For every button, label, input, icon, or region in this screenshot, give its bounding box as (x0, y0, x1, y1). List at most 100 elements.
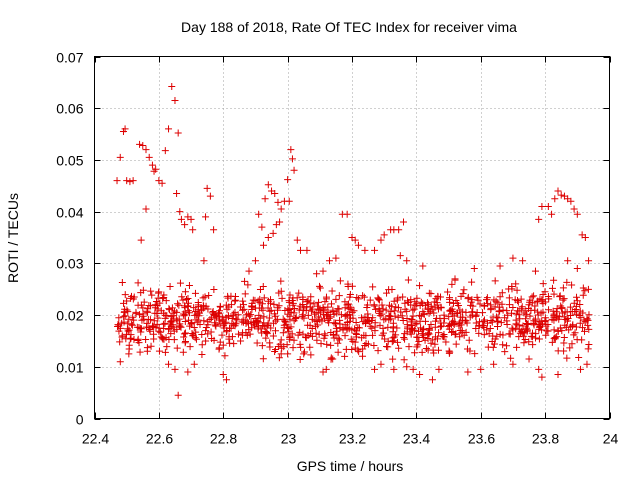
data-point (463, 345, 471, 353)
data-point (184, 302, 192, 310)
data-point (525, 355, 533, 363)
data-point (163, 343, 171, 351)
data-point (318, 317, 326, 325)
data-point (488, 318, 496, 326)
data-point (548, 338, 556, 346)
data-point (551, 195, 559, 203)
data-point (290, 166, 298, 174)
data-point (289, 299, 297, 307)
data-point (244, 281, 252, 289)
data-point (360, 293, 368, 301)
data-point (294, 331, 302, 339)
data-point (445, 349, 453, 357)
data-point (210, 310, 218, 318)
data-point (345, 325, 353, 333)
data-point (341, 352, 349, 360)
data-point (295, 306, 303, 314)
data-point (471, 350, 479, 358)
data-point (114, 323, 122, 331)
data-point (486, 325, 494, 333)
data-point (418, 330, 426, 338)
data-point (304, 321, 312, 329)
data-point (147, 287, 155, 295)
data-point (142, 335, 150, 343)
data-point (359, 292, 367, 300)
y-tick-label: 0.04 (56, 205, 83, 221)
y-tick-label: 0 (76, 412, 84, 428)
data-point (420, 325, 428, 333)
data-point (127, 294, 135, 302)
data-point (139, 141, 147, 149)
data-point (132, 308, 140, 316)
data-point (563, 354, 571, 362)
data-point (341, 312, 349, 320)
data-point (545, 306, 553, 314)
data-point (584, 321, 592, 329)
data-point (181, 288, 189, 296)
data-point (332, 331, 340, 339)
data-point (201, 293, 209, 301)
data-point (155, 324, 163, 332)
data-point (449, 317, 457, 325)
data-point (339, 326, 347, 334)
data-point (559, 284, 567, 292)
data-point (315, 298, 323, 306)
data-point (121, 125, 129, 133)
data-point (539, 280, 547, 288)
data-point (411, 349, 419, 357)
data-point (505, 301, 513, 309)
data-point (222, 376, 230, 384)
data-point (158, 179, 166, 187)
data-point (450, 321, 458, 329)
data-point (134, 279, 142, 287)
y-tick-labels: 0 0.01 0.02 0.03 0.04 0.05 0.06 0.07 (56, 50, 83, 428)
x-tick-label: 23.6 (468, 431, 495, 447)
data-point (212, 322, 220, 330)
data-point (243, 318, 251, 326)
data-point (156, 299, 164, 307)
data-point (377, 236, 385, 244)
data-point (241, 277, 249, 285)
data-point (459, 290, 467, 298)
data-point (351, 236, 359, 244)
data-point (264, 181, 272, 189)
data-point (446, 295, 454, 303)
data-point (228, 314, 236, 322)
data-point (440, 311, 448, 319)
data-point (256, 314, 264, 322)
data-point (581, 234, 589, 241)
data-point (496, 330, 504, 338)
data-point (313, 336, 321, 344)
data-point (184, 307, 192, 315)
data-point (176, 322, 184, 330)
y-tick-label: 0.05 (56, 153, 83, 169)
data-point (276, 340, 284, 348)
data-point (484, 300, 492, 308)
data-point (151, 304, 159, 312)
data-point (445, 322, 453, 330)
x-tick-label: 22.6 (146, 431, 173, 447)
data-point (451, 275, 459, 283)
data-point (413, 300, 421, 308)
data-point (375, 296, 383, 304)
data-point (537, 309, 545, 317)
data-point (399, 317, 407, 325)
data-point (239, 297, 247, 305)
data-point (152, 165, 160, 173)
x-axis-label: GPS time / hours (297, 458, 404, 474)
data-point (568, 308, 576, 316)
data-point (534, 308, 542, 316)
data-point (143, 344, 151, 352)
data-point (442, 338, 450, 346)
data-point (177, 215, 185, 223)
y-tick-label: 0.03 (56, 256, 83, 272)
data-point (519, 322, 527, 330)
data-point (515, 307, 523, 315)
data-point (181, 329, 189, 337)
data-point (118, 333, 126, 341)
data-point (456, 327, 464, 335)
data-point (231, 322, 239, 330)
data-point (231, 297, 239, 305)
data-point (495, 308, 503, 316)
data-point (419, 331, 427, 339)
